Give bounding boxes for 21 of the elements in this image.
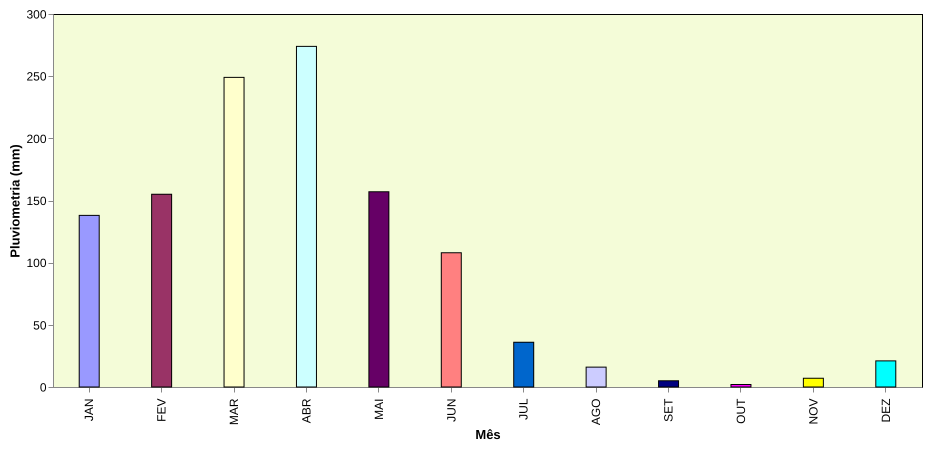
x-tick-label: AGO — [589, 398, 604, 426]
x-tick-label: FEV — [154, 398, 169, 422]
x-tick-label: JUL — [516, 398, 531, 420]
x-tick-label: OUT — [734, 398, 748, 424]
x-tick-label: NOV — [806, 398, 820, 425]
x-tick-label: SET — [662, 398, 676, 422]
y-tick-label: 200 — [26, 132, 47, 146]
x-tick-label: DEZ — [878, 398, 893, 422]
x-tick-label: ABR — [299, 398, 314, 424]
x-tick-label: MAR — [227, 398, 242, 426]
y-tick-label: 50 — [33, 318, 47, 332]
x-tick-label: MAI — [372, 398, 386, 420]
y-tick-label: 300 — [26, 8, 47, 22]
y-tick-label: 0 — [40, 380, 47, 394]
x-tick-label: JAN — [82, 398, 96, 422]
y-tick-label: 150 — [26, 194, 47, 208]
y-axis-title: Pluviometria (mm) — [7, 144, 22, 258]
y-tick-label: 250 — [26, 70, 47, 84]
x-tick-label: JUN — [444, 398, 458, 422]
x-axis-title: Mês — [475, 427, 501, 442]
y-tick-label: 100 — [26, 256, 47, 270]
